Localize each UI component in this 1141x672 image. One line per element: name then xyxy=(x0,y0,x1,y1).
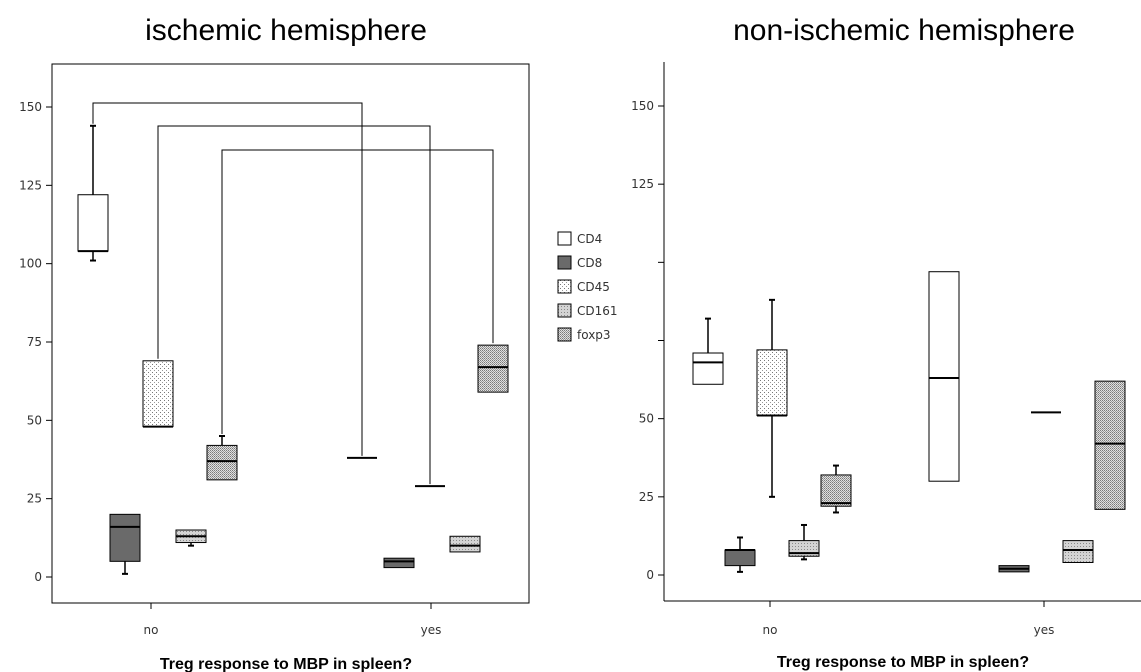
panel-non-ischemic: non-ischemic hemisphere Treg response to… xyxy=(631,14,1141,671)
box-cd161-no xyxy=(788,523,820,561)
box-foxp3-no xyxy=(820,464,852,514)
box-cd4-no xyxy=(692,317,724,385)
plot-frame xyxy=(51,63,530,604)
box-cd8-yes xyxy=(998,565,1030,573)
box-cd8-yes xyxy=(383,557,415,569)
y-tick-label: 125 xyxy=(631,177,654,191)
y-tick-label: 75 xyxy=(27,335,42,349)
y-tick-label: 0 xyxy=(34,570,42,584)
box-cd45-no xyxy=(142,360,174,428)
box-cd8-no xyxy=(724,536,756,573)
box xyxy=(1062,540,1094,563)
y-tick-label: 50 xyxy=(639,412,654,426)
x-tick-label: yes xyxy=(1034,623,1055,637)
box-cd161-yes xyxy=(1062,540,1094,563)
box xyxy=(109,513,141,562)
box xyxy=(820,474,852,507)
box-cd4-yes xyxy=(928,271,960,482)
y-tick-label: 150 xyxy=(19,100,42,114)
legend-label: CD161 xyxy=(577,304,618,318)
box xyxy=(928,271,960,482)
significance-bracket xyxy=(92,102,363,456)
legend-swatch xyxy=(557,255,572,270)
plot-marks: 150 125 100 75 50 25 0 no yes xyxy=(19,100,509,637)
box xyxy=(77,194,109,252)
y-tick-label: 150 xyxy=(631,99,654,113)
box-foxp3-no xyxy=(206,435,238,481)
box-cd161-yes xyxy=(449,535,481,553)
y-tick-label: 0 xyxy=(646,568,654,582)
box xyxy=(477,344,509,393)
box xyxy=(383,557,415,569)
box-cd4-no xyxy=(77,124,109,262)
legend-item-cd8: CD8 xyxy=(557,255,602,270)
panel-title: non-ischemic hemisphere xyxy=(733,14,1075,47)
legend-label: CD8 xyxy=(577,256,602,270)
significance-bracket xyxy=(221,149,494,434)
box-foxp3-yes xyxy=(477,344,509,393)
panel-ischemic: ischemic hemisphere Treg response to MBP… xyxy=(19,14,530,672)
box-cd45-no xyxy=(756,298,788,498)
y-tick-label: 25 xyxy=(27,492,42,506)
legend-label: CD4 xyxy=(577,232,602,246)
x-axis-label: Treg response to MBP in spleen? xyxy=(777,654,1029,671)
y-tick-label: 100 xyxy=(19,257,42,271)
box xyxy=(1094,380,1126,510)
box xyxy=(692,352,724,385)
box xyxy=(206,444,238,481)
legend-swatch xyxy=(557,303,572,318)
box xyxy=(724,549,756,567)
plot-marks: 150 125 50 25 0 no yes xyxy=(631,99,1126,637)
box xyxy=(756,349,788,417)
legend-swatch xyxy=(557,279,572,294)
box xyxy=(142,360,174,428)
x-tick-label: no xyxy=(144,623,159,637)
panel-title: ischemic hemisphere xyxy=(145,14,427,47)
legend-item-cd4: CD4 xyxy=(557,231,602,246)
box xyxy=(449,535,481,553)
legend-label: foxp3 xyxy=(577,328,611,342)
box-foxp3-yes xyxy=(1094,380,1126,510)
legend: CD4 CD8 CD45 CD161 foxp3 xyxy=(557,231,618,342)
significance-bracket xyxy=(157,125,431,485)
legend-item-cd45: CD45 xyxy=(557,279,610,294)
legend-swatch xyxy=(557,327,572,342)
legend-swatch xyxy=(557,231,572,246)
box-cd8-no xyxy=(109,513,141,575)
legend-label: CD45 xyxy=(577,280,610,294)
legend-item-foxp3: foxp3 xyxy=(557,327,611,342)
x-tick-label: no xyxy=(763,623,778,637)
y-tick-label: 50 xyxy=(27,413,42,427)
x-tick-label: yes xyxy=(421,623,442,637)
y-tick-label: 25 xyxy=(639,490,654,504)
x-axis-label: Treg response to MBP in spleen? xyxy=(160,656,412,672)
y-tick-label: 125 xyxy=(19,178,42,192)
box-cd161-no xyxy=(175,529,207,547)
legend-item-cd161: CD161 xyxy=(557,303,618,318)
